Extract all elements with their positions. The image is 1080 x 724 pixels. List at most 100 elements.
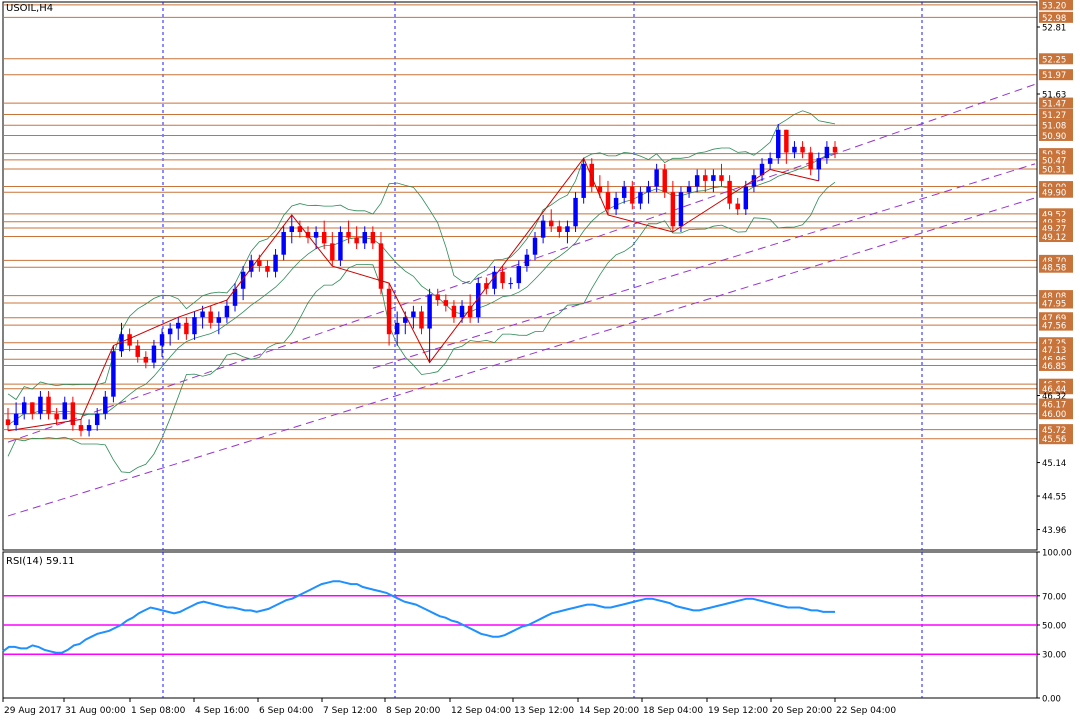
time-tick-label: 4 Sep 16:00 [195,706,250,716]
candle-body [508,283,513,285]
candle-body [38,396,43,414]
candle-body [21,402,27,414]
candle-body [127,334,132,346]
price-tick-label: 46.44 [1042,385,1066,395]
candle-body [703,175,708,181]
candle-body [265,266,270,272]
price-level-tag [1039,129,1073,141]
price-tick-label: 51.27 [1042,111,1066,121]
price-level-tag [1039,290,1073,302]
price-tick-label: 52.81 [1042,23,1066,33]
price-level-tag [1039,53,1073,65]
candle-body [467,305,473,318]
candle-body [711,175,716,181]
candle-body [176,322,181,329]
price-level-tag [1039,359,1073,371]
candle-body [573,197,578,227]
candle-body [654,169,659,187]
price-level-tag [1039,398,1073,410]
price-level-tag [1039,148,1073,160]
candle-body [378,243,384,289]
band-lower [7,181,836,474]
candle-body [370,231,376,244]
candle-body [362,231,367,244]
candles [5,124,838,437]
candle-body [78,425,84,431]
candle-body [589,163,594,187]
candle-body [548,220,554,227]
price-tick-label: 46.85 [1042,362,1066,372]
time-tick-label: 1 Sep 08:00 [131,706,186,716]
candle-body [62,402,67,420]
candle-body [735,203,740,210]
time-tick-label: 20 Sep 20:00 [772,706,832,716]
candle-body [143,356,149,363]
candle-body [605,192,611,210]
price-tick-label: 43.96 [1042,526,1066,536]
candle-body [816,158,822,170]
candle-body [232,288,238,306]
candle-body [330,243,335,261]
time-tick-label: 8 Sep 20:00 [386,706,441,716]
candle-body [151,345,157,363]
price-level-tag [1039,433,1073,445]
price-tick-label: 49.12 [1042,233,1066,243]
time-tick-label: 13 Sep 12:00 [514,706,574,716]
candle-body [500,271,505,284]
zigzag [7,157,819,432]
price-tick-label: 45.72 [1042,426,1066,436]
candle-body [411,311,416,318]
candle-body [784,129,789,153]
candle-body [200,311,205,318]
price-level-tag [1039,186,1073,198]
price-level-tag [1039,11,1073,23]
price-level-tag [1039,254,1073,266]
price-tick-label: 52.98 [1042,14,1066,24]
rsi-line [2,580,835,654]
price-tick-label: 51.08 [1042,122,1066,132]
candle-body [346,231,351,238]
candle-body [46,396,51,414]
symbol-title: USOIL,H4 [6,3,54,14]
candle-body [459,305,465,318]
candle-body [30,402,35,414]
candle-body [719,175,724,181]
price-tick-label: 51.47 [1042,100,1066,110]
candle-body [727,180,732,204]
price-channels [7,83,1036,517]
candle-body [743,186,749,210]
price-tick-label: 50.31 [1042,165,1066,175]
candle-body [54,413,59,420]
candle-body [216,317,222,323]
price-level-tag [1039,208,1073,220]
time-tick-label: 31 Aug 00:00 [65,706,126,716]
time-tick-label: 12 Sep 04:00 [451,706,511,716]
candle-body [597,186,603,193]
candle-body [111,351,116,397]
candle-body [354,237,359,244]
price-tick-label: 46.17 [1042,401,1066,411]
candle-body [800,146,805,153]
time-tick-label: 7 Sep 12:00 [323,706,378,716]
price-level-tag [1039,216,1073,228]
price-tick-label: 46.00 [1042,410,1066,420]
price-level-tag [1039,181,1073,193]
candle-body [338,231,343,261]
candle-body [435,294,440,301]
price-tick-label: 53.20 [1042,1,1066,11]
rsi-tick-label: 50.00 [1042,622,1066,632]
price-level-tag [1039,119,1073,131]
candle-body [386,288,392,335]
candle-body [630,186,635,204]
rsi-axis: 100.00 70.00 50.00 30.00 0.00 [1037,549,1072,705]
candle-body [492,271,497,289]
time-tick-label: 14 Sep 20:00 [579,706,639,716]
price-tick-label: 48.58 [1042,264,1066,274]
price-tick-label: 46.32 [1042,392,1066,402]
rsi-tick-label: 70.00 [1042,592,1066,602]
candle-body [751,175,757,187]
price-levels [3,4,1037,440]
price-level-tag [1039,353,1073,365]
